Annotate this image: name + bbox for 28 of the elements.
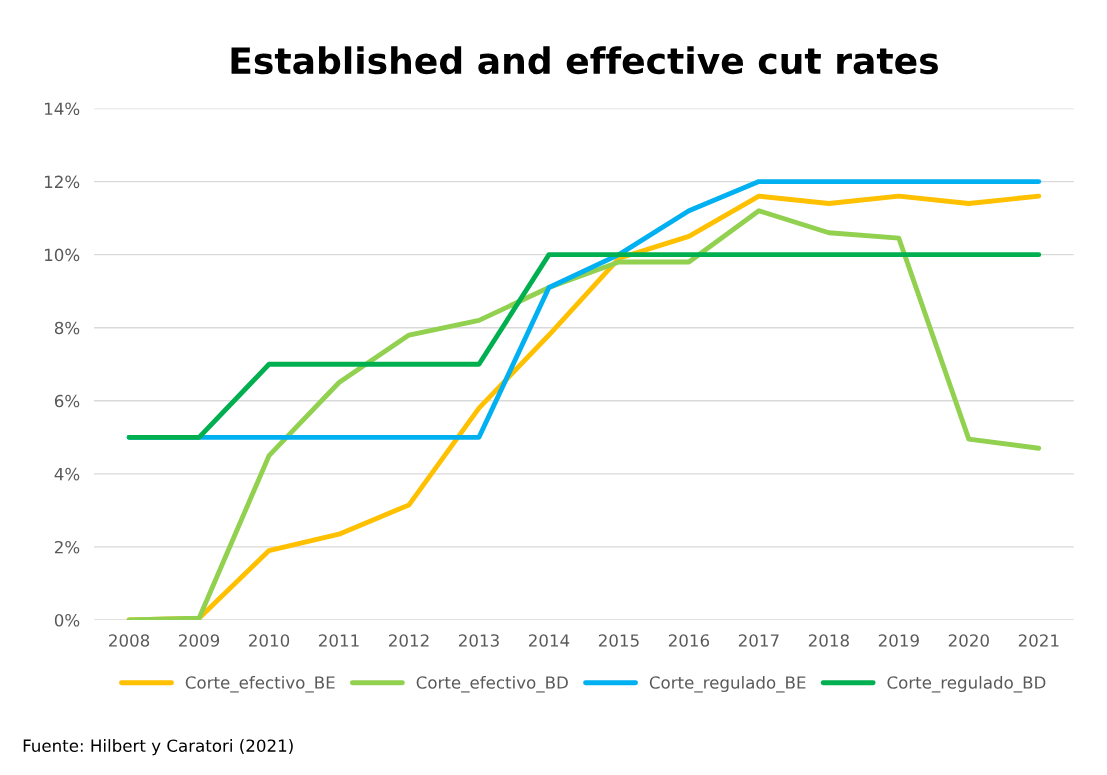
x-tick-label: 2012 bbox=[389, 634, 429, 647]
legend-label: Corte_regulado_BE bbox=[649, 675, 806, 693]
x-tick-label: 2018 bbox=[808, 634, 849, 647]
x-tick-label: 2019 bbox=[878, 634, 919, 647]
y-tick-label: 4% bbox=[54, 467, 80, 481]
y-tick-label: 8% bbox=[54, 321, 80, 335]
x-tick-label: 2009 bbox=[179, 634, 220, 647]
source-note: Fuente: Hilbert y Caratori (2021) bbox=[23, 739, 293, 756]
y-tick-label: 0% bbox=[54, 613, 80, 627]
x-tick-label: 2014 bbox=[528, 634, 570, 647]
x-tick-label: 2017 bbox=[738, 634, 779, 647]
y-tick-label: 6% bbox=[54, 394, 80, 408]
y-tick-label: 2% bbox=[54, 540, 80, 554]
legend-label: Corte_efectivo_BD bbox=[416, 675, 568, 693]
x-tick-label: 2010 bbox=[249, 634, 290, 647]
y-tick-label: 12% bbox=[44, 175, 80, 189]
legend-label: Corte_efectivo_BE bbox=[185, 675, 335, 693]
legend-label: Corte_regulado_BD bbox=[887, 675, 1046, 693]
x-tick-label: 2020 bbox=[948, 634, 989, 647]
x-tick-label: 2016 bbox=[668, 634, 710, 647]
x-tick-label: 2013 bbox=[458, 634, 499, 647]
x-tick-label: 2021 bbox=[1018, 634, 1059, 647]
x-tick-label: 2015 bbox=[598, 634, 639, 647]
x-tick-label: 2011 bbox=[319, 634, 359, 647]
y-tick-label: 10% bbox=[44, 248, 80, 262]
chart-title: Established and effective cut rates bbox=[231, 46, 938, 75]
x-tick-label: 2008 bbox=[109, 634, 150, 647]
y-tick-label: 14% bbox=[44, 102, 80, 116]
